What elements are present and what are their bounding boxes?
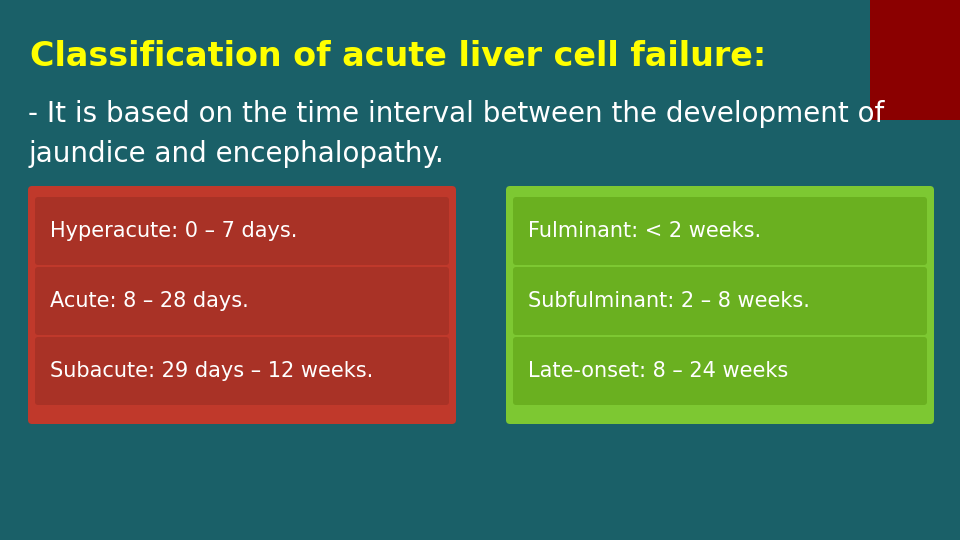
FancyBboxPatch shape — [506, 186, 934, 424]
FancyBboxPatch shape — [35, 267, 449, 335]
Text: Fulminant: < 2 weeks.: Fulminant: < 2 weeks. — [528, 221, 761, 241]
Text: Hyperacute: 0 – 7 days.: Hyperacute: 0 – 7 days. — [50, 221, 298, 241]
Text: Acute: 8 – 28 days.: Acute: 8 – 28 days. — [50, 291, 249, 311]
Text: Subfulminant: 2 – 8 weeks.: Subfulminant: 2 – 8 weeks. — [528, 291, 810, 311]
FancyBboxPatch shape — [35, 337, 449, 405]
Text: - It is based on the time interval between the development of: - It is based on the time interval betwe… — [28, 100, 884, 128]
Text: Late-onset: 8 – 24 weeks: Late-onset: 8 – 24 weeks — [528, 361, 788, 381]
FancyBboxPatch shape — [513, 267, 927, 335]
FancyBboxPatch shape — [28, 186, 456, 424]
FancyBboxPatch shape — [513, 197, 927, 265]
FancyBboxPatch shape — [35, 197, 449, 265]
Text: Classification of acute liver cell failure:: Classification of acute liver cell failu… — [30, 40, 766, 73]
Text: Subacute: 29 days – 12 weeks.: Subacute: 29 days – 12 weeks. — [50, 361, 373, 381]
Text: jaundice and encephalopathy.: jaundice and encephalopathy. — [28, 140, 444, 168]
FancyBboxPatch shape — [870, 0, 960, 120]
FancyBboxPatch shape — [513, 337, 927, 405]
